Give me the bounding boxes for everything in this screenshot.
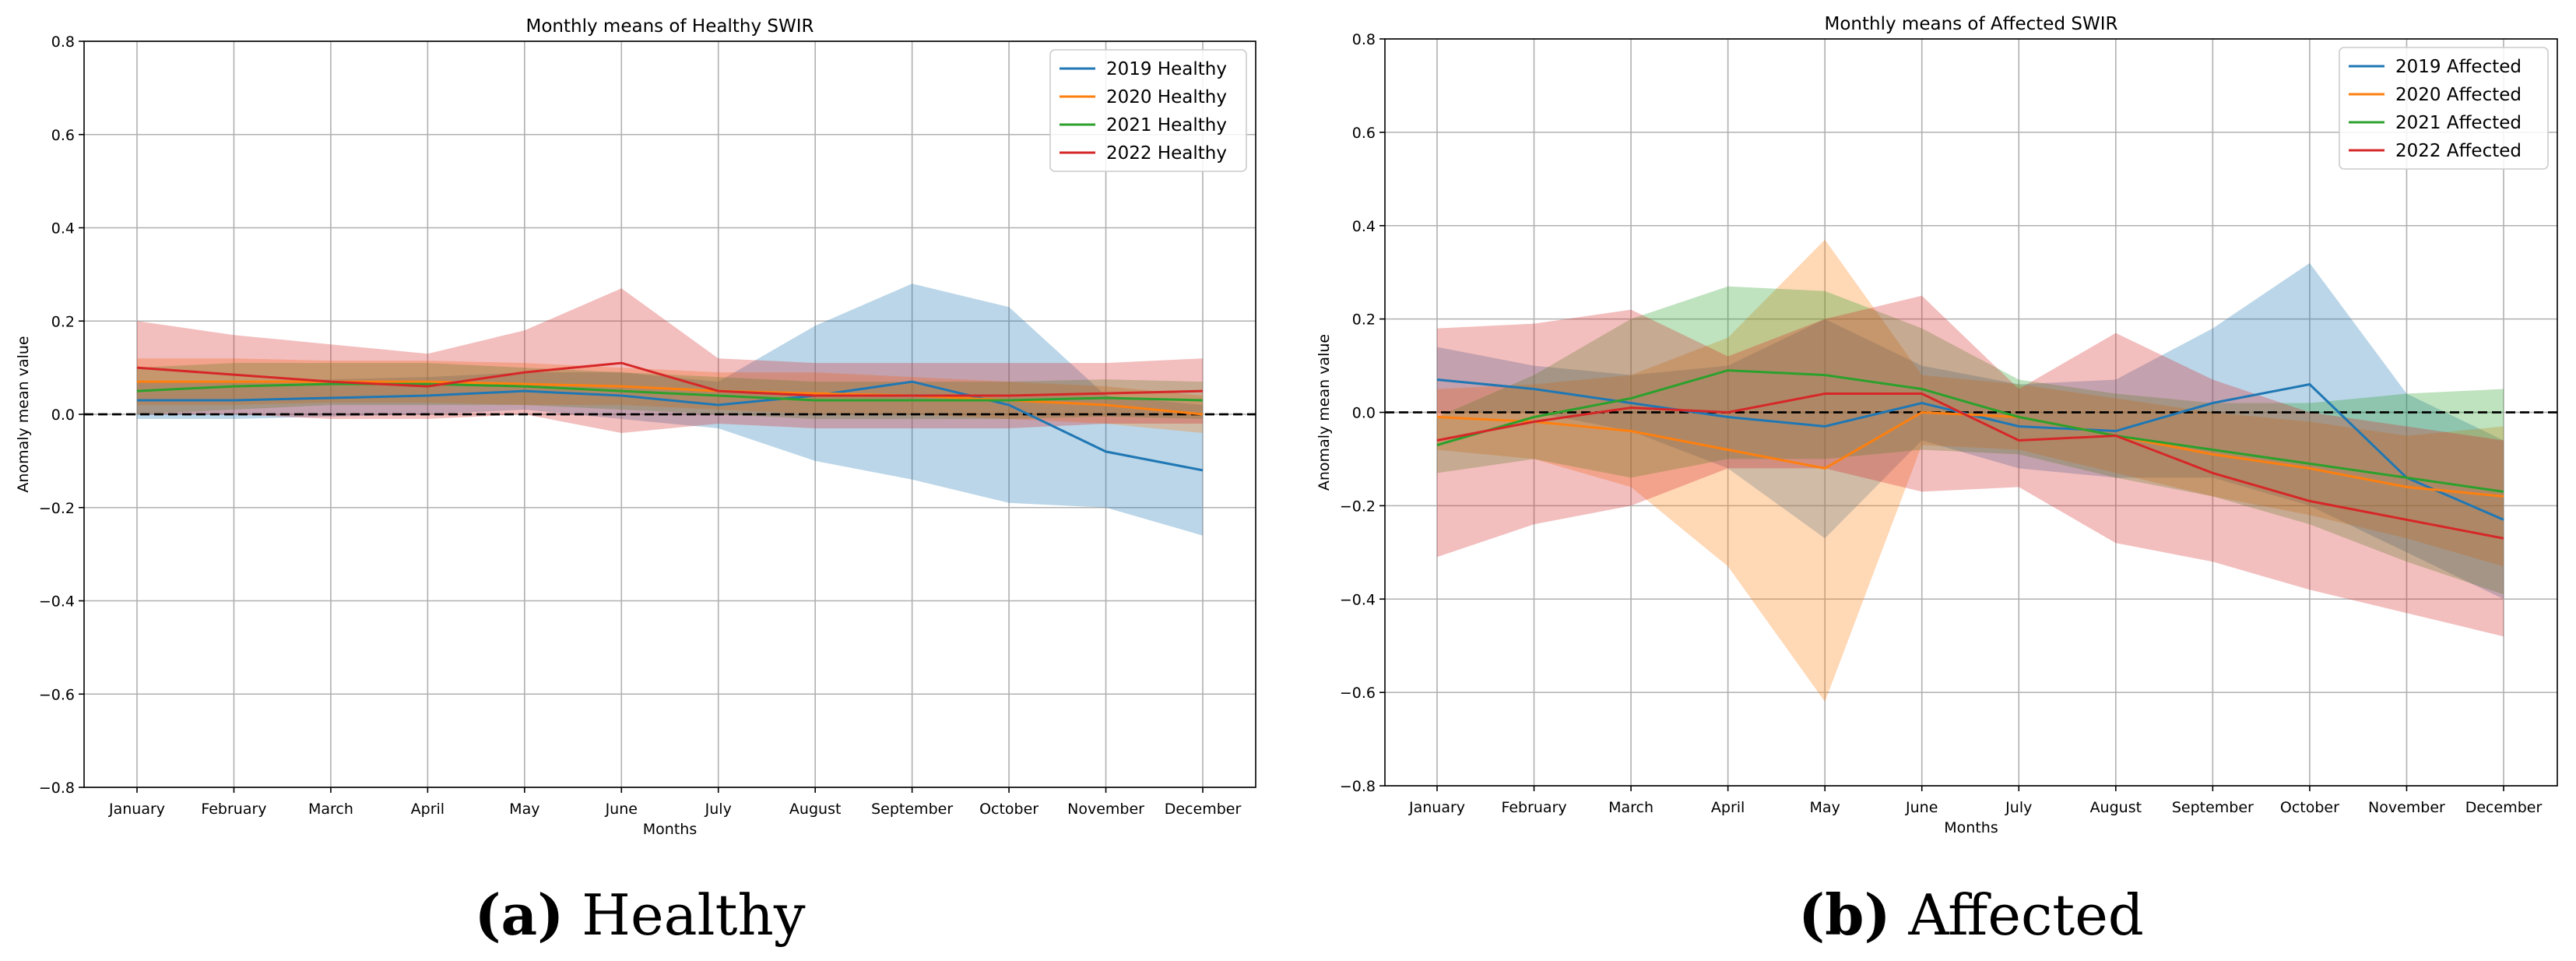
line-2022-healthy <box>136 361 1204 397</box>
x-axis-label: Months <box>643 821 697 838</box>
y-tick-label: 0.8 <box>1352 31 1376 48</box>
y-tick-label: −0.8 <box>1340 778 1376 795</box>
x-tick-label: April <box>1711 799 1745 816</box>
subcaption-healthy: (a) Healthy <box>474 882 805 948</box>
legend: 2019 Healthy 2020 Healthy 2021 Healthy 2022… <box>1049 49 1247 172</box>
x-tick-label: August <box>789 801 842 818</box>
line-2021-affected <box>1436 369 2504 493</box>
y-tick-label: 0.6 <box>1352 125 1376 142</box>
y-tick-label: 0.2 <box>51 313 75 330</box>
band-2021-affected <box>1437 286 2504 595</box>
y-axis-label: Anomaly mean value <box>1316 334 1333 491</box>
x-tick-label: February <box>1501 799 1566 816</box>
x-tick-label: May <box>509 801 539 818</box>
band-2020-healthy <box>137 358 1203 433</box>
subcaption-affected-letter: (b) <box>1798 882 1890 948</box>
x-tick-label: February <box>201 801 266 818</box>
x-tick-label: March <box>308 801 353 818</box>
subcaption-affected-text: Affected <box>1891 882 2144 948</box>
chart-healthy: January February March April May June July Augu… <box>15 16 1256 838</box>
line-2021-healthy <box>136 382 1204 402</box>
x-tick-label: October <box>2280 799 2339 816</box>
legend-entry: 2019 Affected <box>2395 57 2522 77</box>
x-tick-label: April <box>411 801 445 818</box>
chart-title: Monthly means of Affected SWIR <box>1825 14 2118 34</box>
y-tick-label: −0.2 <box>39 500 75 517</box>
legend-box <box>2339 47 2549 170</box>
x-tick-label: November <box>2368 799 2445 816</box>
subcaption-healthy-letter: (a) <box>474 882 564 948</box>
x-tick-label: October <box>979 801 1038 818</box>
x-tick-label: August <box>2090 799 2142 816</box>
y-tick-label: 0.6 <box>51 127 75 144</box>
y-tick-label: 0.8 <box>51 33 75 51</box>
legend-entry: 2022 Affected <box>2395 141 2522 161</box>
x-tick-label: June <box>1905 799 1938 816</box>
legend-entry: 2020 Affected <box>2395 85 2522 105</box>
x-tick-label: December <box>1165 801 1242 818</box>
x-tick-label: March <box>1608 799 1653 816</box>
legend: 2019 Affected 2020 Affected 2021 Affected 2… <box>2339 47 2549 170</box>
band-2022-affected <box>1437 295 2504 637</box>
y-tick-label: −0.6 <box>1340 685 1376 702</box>
band-2020-affected <box>1437 239 2504 702</box>
x-tick-label: July <box>2005 799 2032 816</box>
subcaption-healthy-text: Healthy <box>564 882 806 948</box>
legend-entry: 2021 Healthy <box>1106 115 1227 136</box>
chart-affected: January February March April May June July Augu… <box>1316 14 2558 836</box>
y-tick-label: 0.2 <box>1352 312 1376 329</box>
band-2019-affected <box>1437 262 2504 600</box>
legend-box <box>1049 49 1247 172</box>
y-axis-label: Anomaly mean value <box>15 336 32 492</box>
y-tick-label: −0.8 <box>39 780 75 797</box>
y-tick-label: −0.4 <box>1340 591 1376 608</box>
legend-entry: 2020 Healthy <box>1106 87 1227 107</box>
legend-entry: 2022 Healthy <box>1106 143 1227 164</box>
subcaption-affected: (b) Affected <box>1798 882 2144 948</box>
legend-entry: 2021 Affected <box>2395 113 2522 133</box>
chart-title: Monthly means of Healthy SWIR <box>526 16 814 37</box>
x-tick-label: January <box>1408 799 1465 816</box>
x-axis-label: Months <box>1944 819 1998 836</box>
band-2019-healthy <box>137 283 1203 536</box>
line-2020-affected <box>1436 410 2504 498</box>
y-tick-label: 0.4 <box>1352 218 1376 235</box>
x-tick-label: July <box>705 801 732 818</box>
y-tick-label: 0.0 <box>51 407 75 424</box>
x-tick-label: November <box>1067 801 1144 818</box>
y-tick-label: −0.4 <box>39 593 75 611</box>
line-2022-affected <box>1436 392 2504 540</box>
x-tick-label: January <box>108 801 165 818</box>
y-tick-label: 0.4 <box>51 220 75 238</box>
x-tick-label: December <box>2465 799 2543 816</box>
y-tick-label: −0.6 <box>39 686 75 703</box>
band-2021-healthy <box>137 363 1203 419</box>
x-tick-label: September <box>871 801 953 818</box>
x-tick-label: June <box>605 801 638 818</box>
line-2019-healthy <box>137 380 1204 472</box>
x-tick-label: May <box>1810 799 1840 816</box>
y-tick-label: −0.2 <box>1340 498 1376 515</box>
y-tick-label: 0.0 <box>1352 405 1376 422</box>
x-tick-label: September <box>2172 799 2254 816</box>
legend-entry: 2019 Healthy <box>1106 59 1227 79</box>
